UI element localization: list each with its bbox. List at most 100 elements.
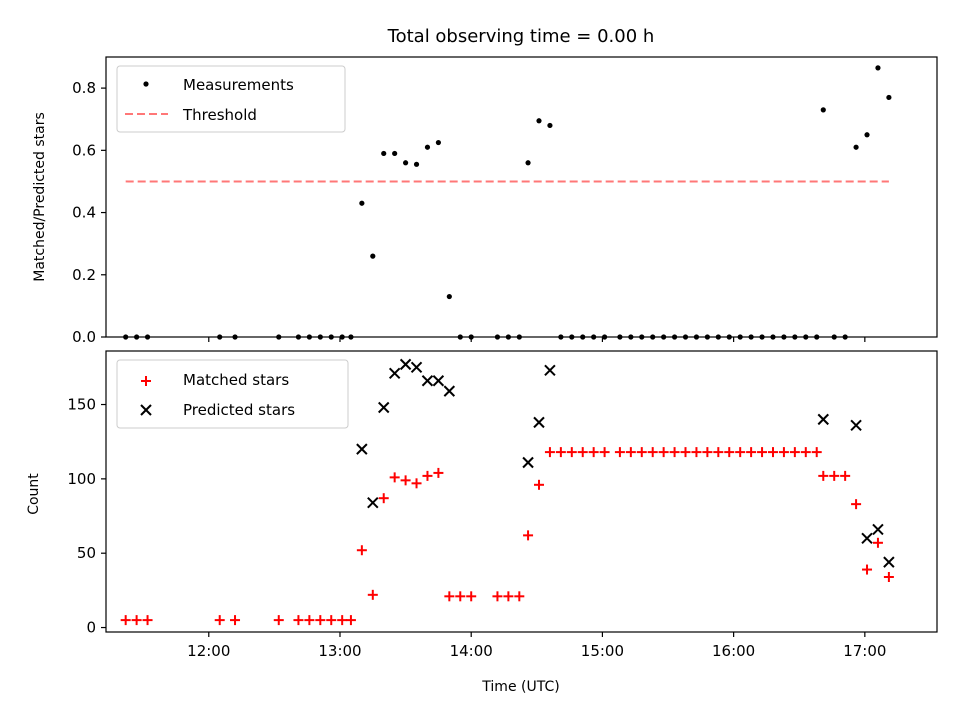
matched-stars-point [577,447,588,458]
legend-matched-marker [141,376,151,386]
predicted-stars-point [410,361,423,374]
legend-threshold-label: Threshold [182,106,257,124]
predicted-stars-point [883,556,895,568]
predicted-stars-point [388,367,401,380]
predicted-stars-point [367,496,379,509]
matched-stars-point [544,447,555,458]
matched-stars-point [503,591,514,602]
matched-stars-point [625,447,636,458]
matched-stars-point [735,447,746,458]
matched-stars-point [818,470,829,481]
legend-measurements-label: Measurements [183,76,294,94]
matched-stars-point [647,447,658,458]
predicted-stars-point [432,375,445,387]
matched-stars-point [588,447,599,458]
measurement-point [525,160,531,166]
measurement-point [435,139,441,146]
y-tick-label: 100 [67,470,96,488]
matched-stars-point [466,591,477,602]
legend-matched-label: Matched stars [183,371,289,389]
matched-stars-point [389,472,400,483]
predicted-stars-point [399,358,412,371]
predicted-stars-point [443,385,456,397]
x-tick-label: 14:00 [450,642,493,660]
matched-stars-point [514,591,525,602]
matched-stars-point [555,447,566,458]
matched-stars-point [131,615,142,626]
matched-stars-point [356,545,367,556]
matched-stars-point [883,571,894,582]
y-tick-label: 0.0 [72,328,96,346]
matched-stars-point [455,591,466,602]
matched-stars-point [680,447,691,458]
bottom-legend-box [116,359,349,429]
matched-stars-point [304,615,315,626]
legend-predicted-marker [140,404,152,416]
y-tick-label: 150 [67,396,96,414]
predicted-stars-point [533,416,545,429]
matched-stars-point [367,589,378,600]
matched-stars-point [811,447,822,458]
matched-stars-point [492,591,503,602]
matched-stars-point [829,470,840,481]
measurement-point [370,253,376,259]
matched-stars-point [851,499,862,510]
matched-stars-point [444,591,455,602]
matched-stars-point [872,537,883,548]
chart-title: Total observing time = 0.00 h [387,26,655,47]
y-tick-label: 0.6 [72,141,96,159]
matched-stars-point [566,447,577,458]
matched-stars-point [789,447,800,458]
measurement-point [381,150,387,157]
measurement-point [359,200,365,206]
predicted-stars-point [850,419,862,432]
matched-stars-point [614,447,625,458]
matched-stars-point [636,447,647,458]
predicted-stars-point [872,523,884,536]
matched-stars-point [778,447,789,458]
measurement-point [547,122,553,129]
matched-stars-point [767,447,778,458]
matched-stars-point [523,530,534,541]
matched-stars-point [757,447,768,458]
matched-stars-point [669,447,680,458]
legend-measurements-marker [143,81,149,87]
top-legend-box [116,65,346,133]
predicted-stars-point [421,375,434,387]
x-tick-label: 16:00 [712,642,755,660]
predicted-stars-point [522,456,534,469]
y-tick-label: 0.8 [72,79,96,97]
top-legend: Measurements Threshold [116,65,346,133]
y-tick-label: 0.2 [72,266,96,284]
matched-stars-point [746,447,757,458]
matched-stars-point [378,493,389,504]
matched-stars-point [345,615,356,626]
measurement-point [864,132,870,138]
measurement-point [392,150,398,157]
matched-stars-point [120,615,131,626]
top-axes: 0.0 0.2 0.4 0.6 0.8 [72,79,866,346]
x-tick-label: 17:00 [843,642,886,660]
bottom-axes-frame [105,350,938,633]
matched-stars-point [142,615,153,626]
matched-stars-point [273,615,284,626]
matched-stars-point [691,447,702,458]
matched-stars-point [599,447,610,458]
y-tick-label: 50 [77,544,96,562]
y-tick-label: 0 [86,619,96,637]
predicted-stars-point [356,443,368,455]
measurement-point [402,160,409,166]
predicted-stars-point [544,364,556,377]
matched-stars-point [433,467,444,478]
measurement-point [446,293,452,300]
top-y-axis-label: Matched/Predicted stars [32,112,48,282]
measurement-point [875,65,881,71]
matched-stars-point [702,447,713,458]
measurement-point [536,118,542,124]
matched-stars-point [658,447,669,458]
top-axes-frame [105,56,938,338]
matched-stars-point [800,447,811,458]
measurement-point [413,161,420,167]
